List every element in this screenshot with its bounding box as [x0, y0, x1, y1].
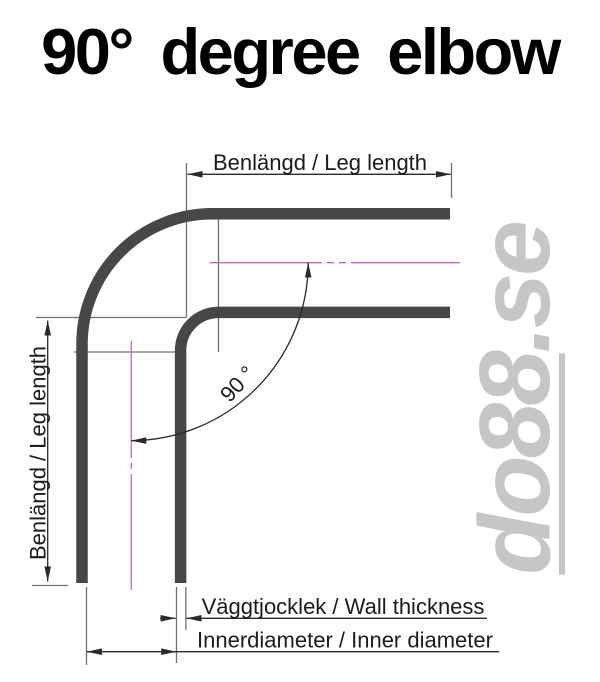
elbow-pipe — [76, 208, 450, 583]
dimension-lines — [44, 171, 499, 655]
page-title: 90° degree elbow — [41, 15, 561, 88]
angle-arc-90-degrees — [131, 262, 312, 444]
label-angle: 90 ° — [215, 361, 260, 407]
label-inner-diameter: Innerdiameter / Inner diameter — [197, 628, 493, 653]
label-leg-length-top: Benlängd / Leg length — [213, 150, 427, 175]
label-leg-length-left: Benlängd / Leg length — [26, 346, 51, 560]
pipe-inner-wall — [174, 306, 450, 583]
extension-lines — [32, 163, 453, 665]
dimension-labels: Benlängd / Leg length Benlängd / Leg len… — [26, 150, 493, 653]
pipe-outer-wall — [76, 208, 450, 583]
label-wall-thickness: Väggtjocklek / Wall thickness — [202, 594, 485, 619]
